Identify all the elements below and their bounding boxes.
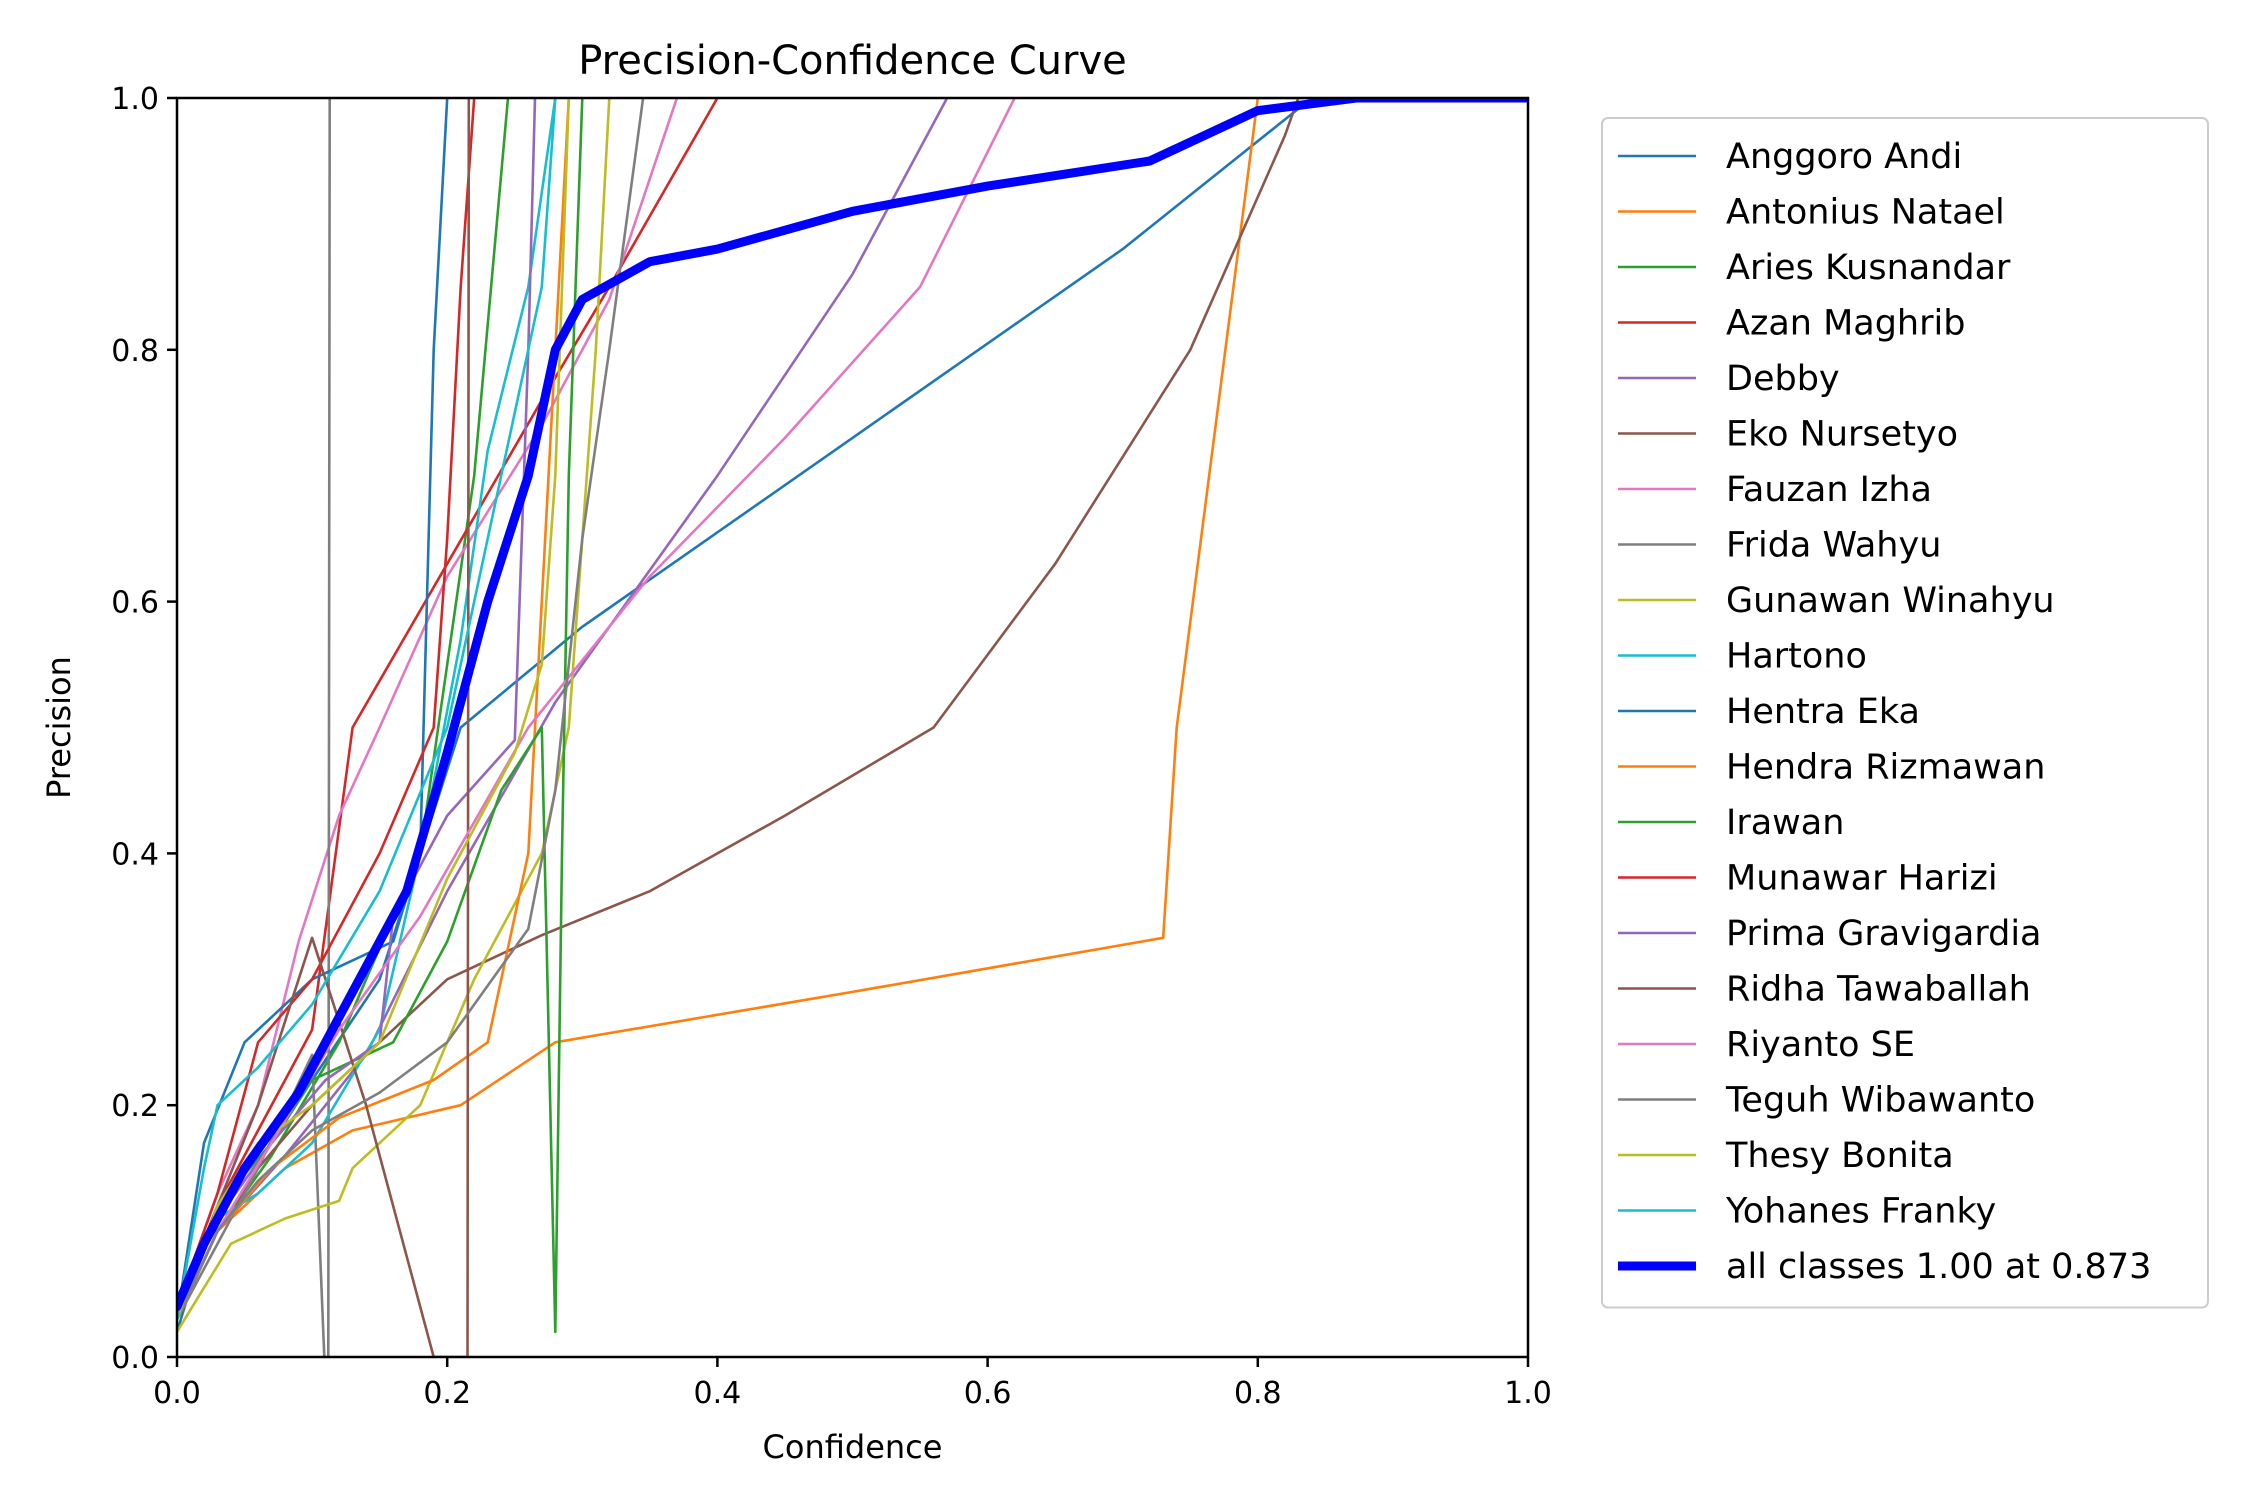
legend-label: Frida Wahyu bbox=[1726, 526, 1941, 566]
y-tick-label: 0.4 bbox=[111, 837, 159, 872]
x-tick-label: 0.4 bbox=[694, 1376, 742, 1411]
legend-label: Fauzan Izha bbox=[1726, 470, 1932, 510]
y-axis-label: Precision bbox=[40, 656, 78, 799]
legend-label: Riyanto SE bbox=[1726, 1025, 1915, 1065]
series-line-teguh-wibawanto bbox=[177, 98, 645, 1321]
y-tick-label: 0.0 bbox=[111, 1341, 159, 1376]
legend-label: Thesy Bonita bbox=[1725, 1136, 1954, 1176]
legend-label: Hartono bbox=[1726, 637, 1867, 677]
chart-title: Precision-Confidence Curve bbox=[578, 38, 1127, 84]
legend-label: Prima Gravigardia bbox=[1726, 914, 2042, 954]
x-axis-label: Confidence bbox=[763, 1428, 943, 1466]
x-tick-label: 0.0 bbox=[153, 1376, 201, 1411]
legend-label: Ridha Tawaballah bbox=[1726, 970, 2031, 1010]
legend-label: Irawan bbox=[1726, 803, 1844, 843]
x-tick-label: 0.6 bbox=[964, 1376, 1012, 1411]
series-line-riyanto-se bbox=[177, 98, 1016, 1321]
legend-label: Teguh Wibawanto bbox=[1725, 1081, 2035, 1121]
series-line-frida-wahyu bbox=[177, 98, 331, 1357]
y-tick-label: 1.0 bbox=[111, 82, 159, 117]
series-line-all-classes-1-00-at-0-873 bbox=[177, 98, 1528, 1312]
legend-label: Anggoro Andi bbox=[1726, 137, 1962, 177]
series-line-munawar-harizi bbox=[177, 98, 476, 1308]
x-tick-label: 1.0 bbox=[1504, 1376, 1552, 1411]
x-tick-label: 0.2 bbox=[423, 1376, 471, 1411]
y-tick-label: 0.6 bbox=[111, 586, 159, 621]
legend-box bbox=[1601, 117, 2209, 1309]
series-layer bbox=[177, 98, 1528, 1357]
legend-label: Hentra Eka bbox=[1726, 692, 1920, 732]
series-line-eko-nursetyo bbox=[177, 98, 1300, 1321]
legend-label: all classes 1.00 at 0.873 bbox=[1726, 1247, 2151, 1287]
y-tick-label: 0.2 bbox=[111, 1089, 159, 1124]
series-line-yohanes-franky bbox=[177, 98, 557, 1321]
axes-frame bbox=[175, 96, 1530, 1359]
series-line-gunawan-winahyu bbox=[177, 98, 611, 1334]
legend-label: Eko Nursetyo bbox=[1726, 415, 1958, 455]
legend: Anggoro Andi Antonius Natael Aries Kusnand… bbox=[1601, 117, 2209, 1309]
legend-label: Aries Kusnandar bbox=[1726, 248, 2011, 288]
series-line-ridha-tawaballah bbox=[177, 98, 471, 1357]
legend-label: Azan Maghrib bbox=[1726, 304, 1965, 344]
legend-label: Debby bbox=[1726, 359, 1840, 399]
series-line-prima-gravigardia bbox=[177, 98, 537, 1321]
legend-label: Hendra Rizmawan bbox=[1726, 748, 2045, 788]
x-axis-ticks: 0.0 0.2 0.4 0.6 0.8 1.0 bbox=[153, 1357, 1552, 1411]
legend-label: Yohanes Franky bbox=[1725, 1192, 1996, 1232]
x-tick-label: 0.8 bbox=[1234, 1376, 1282, 1411]
y-tick-label: 0.8 bbox=[111, 334, 159, 369]
legend-label: Antonius Natael bbox=[1726, 193, 2005, 233]
series-line-hendra-rizmawan bbox=[177, 98, 571, 1321]
legend-label: Munawar Harizi bbox=[1726, 859, 1998, 899]
series-line-azan-maghrib bbox=[177, 98, 719, 1308]
y-axis-ticks: 0.0 0.2 0.4 0.6 0.8 1.0 bbox=[111, 82, 177, 1376]
series-line-fauzan-izha bbox=[177, 98, 679, 1308]
legend-label: Gunawan Winahyu bbox=[1726, 581, 2055, 621]
